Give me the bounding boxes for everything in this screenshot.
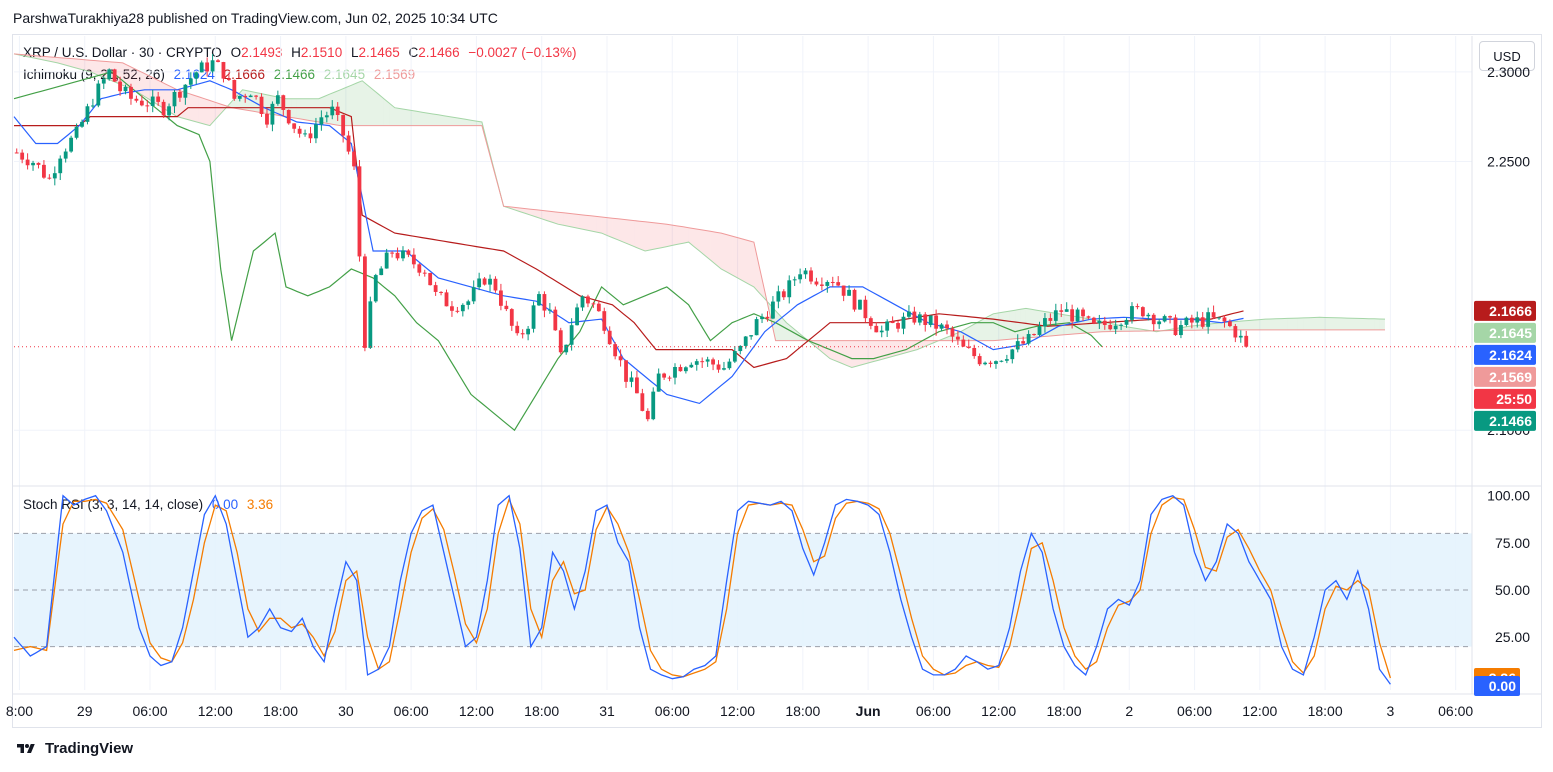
ichimoku-legend: Ichimoku (9, 26, 52, 26) 2.1624 2.1666 2… <box>23 67 420 82</box>
ichimoku-span-b-value: 2.1569 <box>373 67 416 82</box>
ichimoku-base-value: 2.1666 <box>223 67 265 82</box>
ohlc-low: L2.1465 <box>350 45 400 60</box>
stoch-label[interactable]: Stoch RSI (3, 3, 14, 14, close) <box>23 497 204 512</box>
stoch-legend: Stoch RSI (3, 3, 14, 14, close) 0.00 3.3… <box>23 497 278 512</box>
ichimoku-label[interactable]: Ichimoku (9, 26, 52, 26) <box>23 67 165 82</box>
ichimoku-lagging-value: 2.1466 <box>273 67 316 82</box>
stoch-k-value: 0.00 <box>211 497 239 512</box>
ichimoku-conversion-value: 2.1624 <box>173 67 215 82</box>
ohlc-open: O2.1493 <box>230 45 283 60</box>
stoch-d-value: 3.36 <box>246 497 274 512</box>
ohlc-close: C2.1466 <box>408 45 460 60</box>
ohlc-high: H2.1510 <box>291 45 343 60</box>
ichimoku-span-a-value: 2.1645 <box>323 67 366 82</box>
publisher-header: ParshwaTurakhiya28 published on TradingV… <box>13 10 498 26</box>
chart-frame <box>12 34 1542 728</box>
tradingview-brand-label: TradingView <box>45 740 134 757</box>
ohlc-change: −0.0027 (−0.13%) <box>468 45 577 60</box>
tradingview-logo-icon <box>17 743 35 753</box>
tradingview-brand[interactable]: TradingView <box>13 740 133 757</box>
currency-button[interactable]: USD <box>1479 41 1535 71</box>
symbol-legend: XRP / U.S. Dollar · 30 · CRYPTO O2.1493 … <box>23 45 581 60</box>
symbol-name[interactable]: XRP / U.S. Dollar · 30 · CRYPTO <box>23 45 222 60</box>
